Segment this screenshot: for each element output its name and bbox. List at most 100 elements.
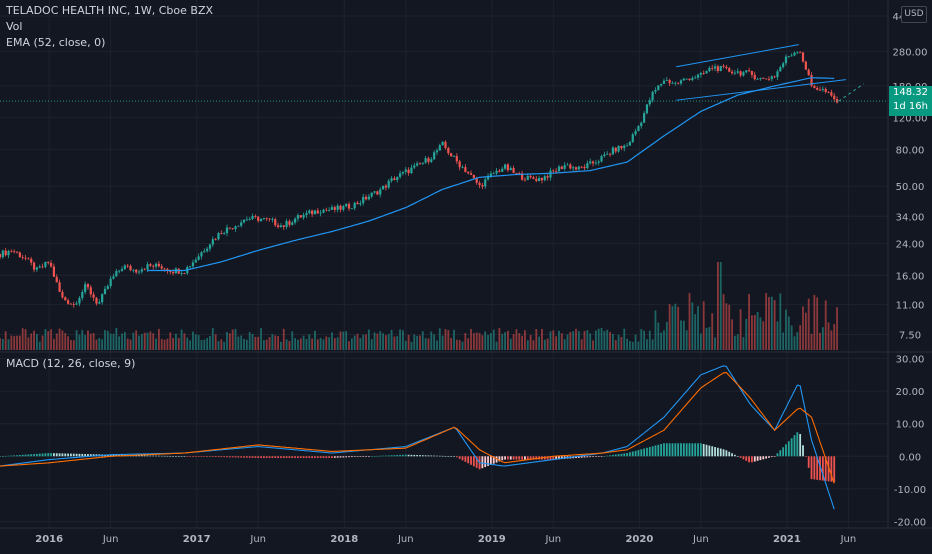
candle-body [481,185,484,187]
volume-bar [248,332,251,350]
candle-body [64,297,67,301]
volume-bar [836,307,838,350]
volume-bar [197,335,200,350]
volume-bar [617,334,620,350]
volume-bar [549,331,552,350]
candle-body [818,89,822,91]
volume-bar [419,335,421,350]
macd-histogram-bar [716,447,719,457]
macd-histogram-bar [160,455,163,457]
macd-histogram-bar [322,456,325,458]
macd-histogram-bar [331,456,333,458]
volume-bar [421,331,424,350]
price-tick-label: 34.00 [896,212,925,223]
macd-histogram-bar [243,456,245,458]
volume-bar [453,329,455,350]
candle-body [702,73,705,74]
candle-body [47,261,50,263]
macd-histogram-bar [61,453,64,457]
macd-histogram-bar [611,454,614,457]
macd-histogram-bar [21,454,24,457]
candle-body [745,70,748,73]
volume-bar [78,334,81,350]
candle-body [254,216,257,217]
volume-bar [254,336,257,350]
volume-bar [484,331,487,350]
candle-body [762,78,765,79]
candle-body [21,257,24,258]
macd-histogram-bar [294,456,296,458]
candle-body [779,67,782,72]
macd-histogram-bar [248,456,251,458]
volume-bar [166,338,169,350]
candle-body [1,250,4,258]
volume-bar [155,338,157,350]
candle-body [787,56,790,58]
candle-body [813,85,816,88]
volume-bar [804,312,807,350]
volume-bar [393,336,396,350]
volume-bar [640,329,643,350]
macd-histogram-bar [33,454,35,457]
macd-histogram-bar [157,455,160,457]
volume-bar [1,339,4,350]
volume-bar [441,335,444,350]
volume-bar [532,340,535,350]
volume-bar [492,329,495,350]
macd-histogram-bar [427,455,430,457]
time-tick-label: Jun [840,534,857,545]
macd-histogram-bar [254,456,257,458]
volume-bar [274,335,277,350]
macd-histogram-bar [705,444,708,457]
candle-body [257,216,260,221]
macd-histogram-bar [265,456,268,458]
macd-histogram-bar [731,453,733,457]
candle-body [177,268,180,274]
volume-bar [524,330,526,350]
candle-body [157,263,160,267]
macd-histogram-bar [257,456,260,458]
candle-body [569,164,572,169]
macd-histogram-bar [654,445,657,457]
candle-body [512,168,515,173]
macd-histogram-bar [631,451,634,457]
volume-bar [816,297,819,350]
candle-body [259,219,263,221]
macd-histogram-bar [112,454,115,457]
volume-bar [180,329,183,350]
macd-histogram-bar [691,443,694,457]
volume-bar [663,330,665,350]
candle-body [427,158,430,162]
macd-histogram-bar [546,456,549,460]
candle-body [790,55,793,57]
macd-histogram-bar [328,456,331,458]
macd-histogram-bar [492,456,495,464]
candle-body [154,263,158,267]
candle-body [557,166,561,172]
currency-button[interactable]: USD [901,6,927,23]
volume-bar [106,330,109,350]
volume-bar [719,262,722,350]
macd-histogram-bar [444,455,447,457]
volume-bar [810,333,813,350]
candle-body [27,258,30,260]
macd-histogram-bar [475,456,478,468]
macd-histogram-bar [55,453,58,457]
volume-bar [339,331,342,350]
macd-histogram-bar [319,456,322,458]
volume-bar [438,328,441,350]
candle-body [407,169,410,174]
candle-body [413,165,416,168]
candle-body [208,244,212,249]
macd-histogram-bar [807,456,810,468]
macd-histogram-bar [183,456,186,457]
candle-body [197,256,200,260]
volume-bar [807,298,810,350]
macd-histogram-bar [509,456,512,460]
macd-histogram-bar [240,456,243,458]
candle-body [274,219,277,226]
volume-bar [367,329,370,350]
volume-bar [756,312,759,350]
candle-body [594,162,597,164]
